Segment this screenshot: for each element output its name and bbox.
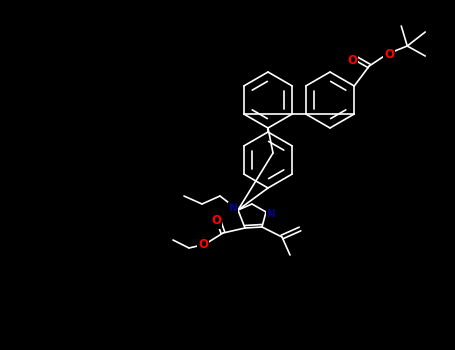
Text: O: O <box>198 238 208 252</box>
Text: O: O <box>211 215 221 228</box>
Text: N: N <box>267 209 275 219</box>
Text: N: N <box>228 203 238 213</box>
Text: O: O <box>384 48 394 61</box>
Text: O: O <box>347 54 357 66</box>
